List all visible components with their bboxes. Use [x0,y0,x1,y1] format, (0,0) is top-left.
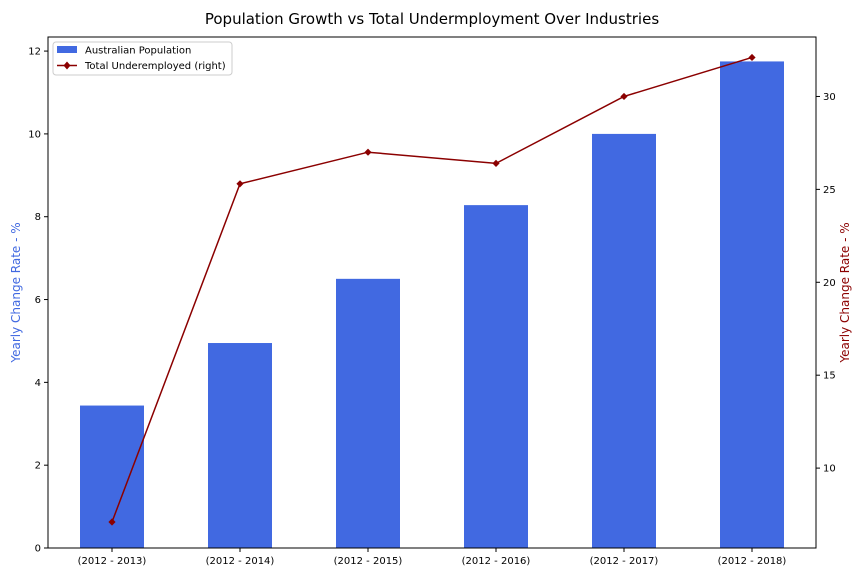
legend-label-underemployed: Total Underemployed (right) [84,61,226,72]
right-tick-label: 15 [823,371,836,382]
right-tick-label: 30 [823,92,836,103]
y-axis-right-label: Yearly Change Rate - % [838,222,852,363]
line-point-2 [236,180,244,188]
right-tick-label: 20 [823,278,836,289]
left-tick-label: 4 [35,378,41,389]
bar-3 [336,278,400,548]
x-axis: (2012 - 2013) (2012 - 2014) (2012 - 2015) (… [78,548,787,567]
x-tick-label: (2012 - 2013) [78,556,147,567]
chart-title: Population Growth vs Total Undermploymen… [205,10,659,28]
legend-box [52,41,233,76]
left-tick-label: 8 [35,212,41,223]
line-path [111,56,753,523]
x-tick-label: (2012 - 2016) [462,556,531,567]
left-tick-label: 2 [35,461,41,472]
bar-series [80,61,784,549]
line-series [108,53,756,526]
legend-label-population: Australian Population [85,46,191,57]
y-axis-left-label: Yearly Change Rate - % [9,222,23,363]
legend-bar-swatch [57,46,77,53]
right-axis: 10 15 20 25 30 [816,92,836,475]
line-point-4 [492,159,500,167]
bar-2 [208,343,272,548]
plot-frame [47,36,817,549]
left-tick-label: 10 [28,129,41,140]
left-axis: 0 2 4 6 8 10 12 [28,47,48,555]
right-tick-label: 25 [823,185,836,196]
bar-6 [720,61,784,549]
left-tick-label: 0 [35,544,41,555]
x-tick-label: (2012 - 2015) [334,556,403,567]
x-tick-label: (2012 - 2014) [206,556,275,567]
legend: Australian Population Total Underemploye… [52,41,233,76]
left-tick-label: 12 [28,47,41,58]
x-tick-label: (2012 - 2018) [718,556,787,567]
bar-4 [464,205,528,548]
bar-5 [592,133,656,548]
left-tick-label: 6 [35,295,41,306]
line-point-5 [620,92,628,101]
bar-1 [80,405,144,548]
legend-diamond-marker [63,61,71,70]
line-point-6 [748,53,756,62]
line-point-1 [108,518,116,526]
line-point-3 [364,148,372,156]
right-tick-label: 10 [823,464,836,475]
x-tick-label: (2012 - 2017) [590,556,659,567]
